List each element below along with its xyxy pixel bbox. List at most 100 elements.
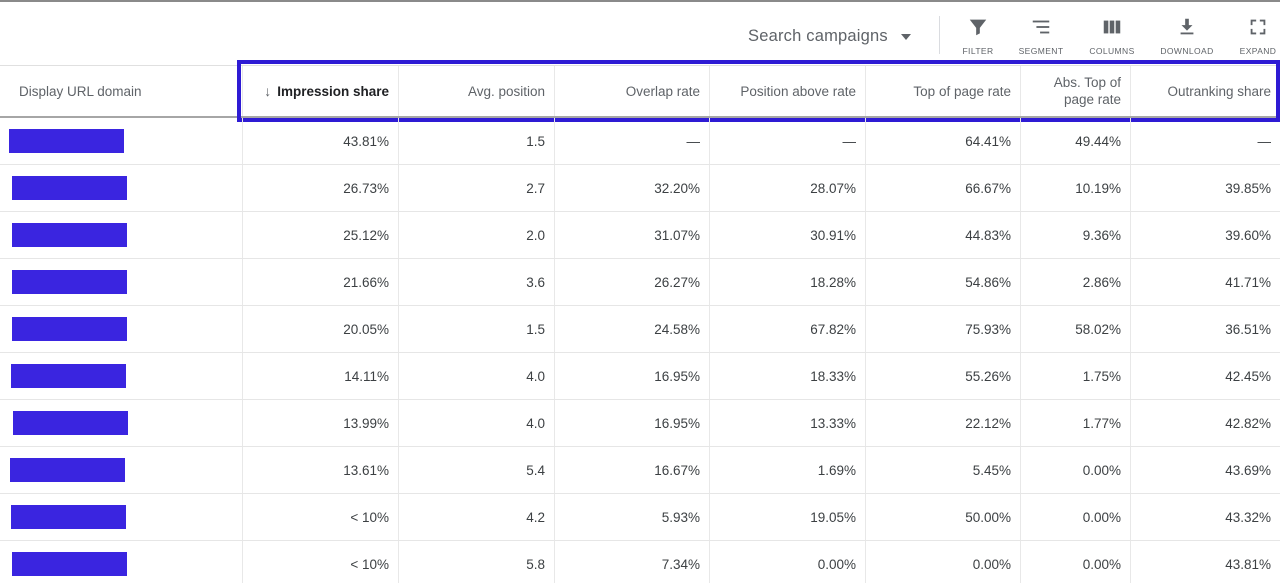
table-cell: 18.28% [710, 259, 866, 305]
table-cell: 42.45% [1225, 368, 1271, 384]
table-cell: 31.07% [555, 212, 710, 258]
toolbar-divider [939, 16, 940, 54]
table-cell: 0.00% [710, 541, 866, 583]
column-header-avg-position[interactable]: Avg. position [399, 66, 555, 116]
column-header-abs-top-of-page-rate[interactable]: Abs. Top of page rate [1021, 66, 1131, 116]
table-cell: 2.86% [1021, 259, 1131, 305]
table-cell: 64.41% [866, 118, 1021, 164]
table-cell: 54.86% [866, 259, 1021, 305]
redacted-domain-block [12, 270, 127, 294]
column-header-label: Overlap rate [625, 83, 700, 99]
expand-label: EXPAND [1239, 46, 1277, 56]
segment-icon [1032, 20, 1050, 34]
display-url-domain-cell [0, 353, 243, 399]
table-cell: — [555, 118, 710, 164]
table-cell: 75.93% [866, 306, 1021, 352]
table-cell: 39.85% [1225, 180, 1271, 196]
display-url-domain-cell [0, 400, 243, 446]
table-cell: 1.5 [399, 118, 555, 164]
table-row: 25.12% 2.0 31.07% 30.91% 44.83% 9.36% 39.60% [0, 212, 1280, 259]
redacted-domain-block [12, 552, 127, 576]
redacted-domain-block [12, 223, 127, 247]
columns-button[interactable]: COLUMNS [1080, 16, 1144, 60]
column-header-impression-share[interactable]: ↓ Impression share [243, 66, 399, 116]
table-row: 13.99% 4.0 16.95% 13.33% 22.12% 1.77% 42.82% [0, 400, 1280, 447]
table-header: Display URL domain ↓ Impression share Av… [0, 66, 1280, 118]
download-icon [1180, 18, 1194, 35]
display-url-domain-cell [0, 165, 243, 211]
table-cell: 13.61% [243, 447, 399, 493]
table-cell: — [710, 118, 866, 164]
column-header-label-line2: page rate [1063, 92, 1121, 107]
column-header-label: Impression share [277, 83, 389, 99]
table-cell: 16.67% [555, 447, 710, 493]
download-label: DOWNLOAD [1160, 46, 1214, 56]
dropdown-caret-icon [900, 33, 911, 40]
table-cell: 14.11% [243, 353, 399, 399]
table-cell: 43.81% [1225, 556, 1271, 572]
table-cell: 5.45% [866, 447, 1021, 493]
column-header-top-of-page-rate[interactable]: Top of page rate [866, 66, 1021, 116]
table-cell: 0.00% [1021, 447, 1131, 493]
table-cell: 5.8 [399, 541, 555, 583]
table-cell: 43.69% [1225, 462, 1271, 478]
display-url-domain-cell [0, 259, 243, 305]
table-row: 20.05% 1.5 24.58% 67.82% 75.93% 58.02% 36.51% [0, 306, 1280, 353]
table-row: 13.61% 5.4 16.67% 1.69% 5.45% 0.00% 43.69% [0, 447, 1280, 494]
table-cell: 1.75% [1021, 353, 1131, 399]
campaign-type-dropdown[interactable]: Search campaigns [748, 24, 911, 48]
download-button[interactable]: DOWNLOAD [1155, 16, 1219, 60]
table-cell: 13.99% [243, 400, 399, 446]
table-cell: 26.73% [243, 165, 399, 211]
toolbar: Search campaigns FILTER SEGMENT COLUMNS … [0, 0, 1280, 66]
table-cell: < 10% [243, 541, 399, 583]
table-row: 21.66% 3.6 26.27% 18.28% 54.86% 2.86% 41.71% [0, 259, 1280, 306]
display-url-domain-cell [0, 494, 243, 540]
display-url-domain-cell [0, 541, 243, 583]
table-cell: 1.69% [710, 447, 866, 493]
display-url-domain-cell [0, 212, 243, 258]
table-cell: 2.0 [399, 212, 555, 258]
table-cell: 5.4 [399, 447, 555, 493]
column-header-label: Outranking share [1167, 83, 1271, 99]
table-cell: 0.00% [1021, 541, 1131, 583]
filter-icon [969, 19, 987, 36]
column-header-display-url-domain[interactable]: Display URL domain [0, 66, 243, 116]
table-cell: 28.07% [710, 165, 866, 211]
table-cell: 9.36% [1021, 212, 1131, 258]
table-cell: 22.12% [866, 400, 1021, 446]
table-cell: 32.20% [555, 165, 710, 211]
table-cell: 25.12% [243, 212, 399, 258]
table-cell: 4.0 [399, 353, 555, 399]
table-cell: 4.2 [399, 494, 555, 540]
campaign-type-label: Search campaigns [748, 26, 888, 45]
table-cell: 1.77% [1021, 400, 1131, 446]
table-row: < 10% 5.8 7.34% 0.00% 0.00% 0.00% 43.81% [0, 541, 1280, 583]
column-header-overlap-rate[interactable]: Overlap rate [555, 66, 710, 116]
table-cell: 18.33% [710, 353, 866, 399]
table-cell: 67.82% [710, 306, 866, 352]
column-header-position-above-rate[interactable]: Position above rate [710, 66, 866, 116]
table-cell: 24.58% [555, 306, 710, 352]
table-cell: 19.05% [710, 494, 866, 540]
display-url-domain-cell [0, 306, 243, 352]
table-cell: 30.91% [710, 212, 866, 258]
table-cell: 66.67% [866, 165, 1021, 211]
column-header-outranking-share[interactable]: Outranking share [1131, 66, 1280, 116]
expand-icon [1250, 19, 1266, 35]
columns-label: COLUMNS [1089, 46, 1135, 56]
table-cell: 4.0 [399, 400, 555, 446]
table-cell: 20.05% [243, 306, 399, 352]
segment-label: SEGMENT [1018, 46, 1064, 56]
column-header-label-line1: Abs. Top of [1053, 75, 1121, 90]
table-row: 14.11% 4.0 16.95% 18.33% 55.26% 1.75% 42.45% [0, 353, 1280, 400]
table-cell: 2.7 [399, 165, 555, 211]
redacted-domain-block [11, 505, 126, 529]
filter-button[interactable]: FILTER [946, 16, 1010, 60]
table-cell: < 10% [243, 494, 399, 540]
display-url-domain-cell [0, 447, 243, 493]
expand-button[interactable]: EXPAND [1226, 16, 1280, 60]
table-cell: 16.95% [555, 400, 710, 446]
table-cell: 36.51% [1225, 321, 1271, 337]
segment-button[interactable]: SEGMENT [1009, 16, 1073, 60]
